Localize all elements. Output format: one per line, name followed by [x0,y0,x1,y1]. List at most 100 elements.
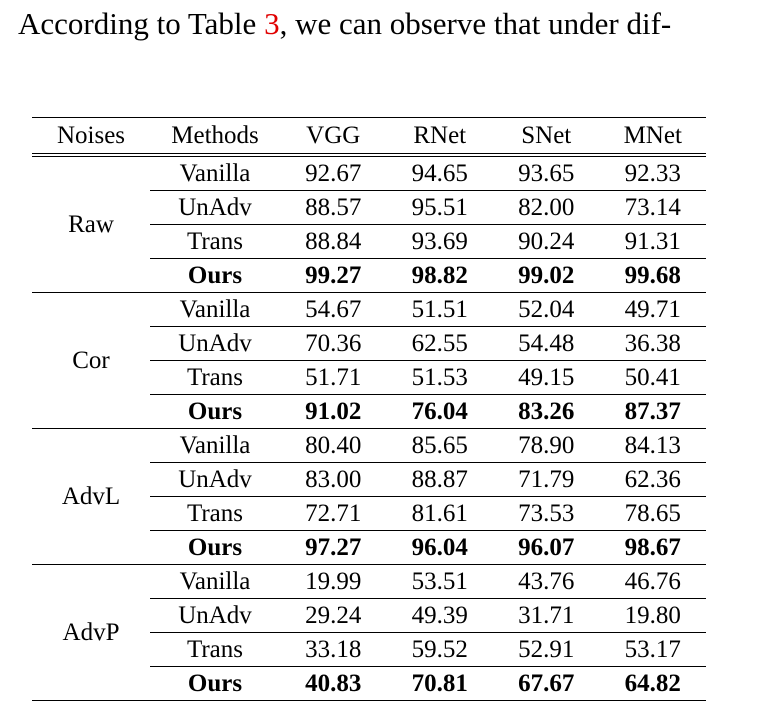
value-cell: 31.71 [493,598,600,633]
value-cell: 54.48 [493,326,600,361]
table-row: UnAdv 83.00 88.87 71.79 62.36 [32,462,706,497]
table-row: Trans 33.18 59.52 52.91 53.17 [32,632,706,667]
intro-sentence: According to Table 3, we can observe tha… [18,4,778,44]
value-cell: 49.39 [386,598,493,633]
table-row: AdvP Vanilla 19.99 53.51 43.76 46.76 [32,564,706,701]
value-cell: 53.51 [386,564,493,599]
method-cell: Vanilla [150,428,280,463]
value-cell: 78.65 [599,496,706,531]
method-cell: UnAdv [150,190,280,225]
group-advp: AdvP Vanilla 19.99 53.51 43.76 46.76 UnA… [32,564,706,701]
value-cell: 51.51 [386,292,493,327]
value-cell: 78.90 [493,428,600,463]
value-cell: 94.65 [386,155,493,191]
value-cell: 43.76 [493,564,600,599]
value-cell: 98.82 [386,258,493,293]
value-cell: 49.71 [599,292,706,327]
intro-text-after: , we can observe that under dif- [279,6,672,41]
value-cell: 19.80 [599,598,706,633]
value-cell: 19.99 [280,564,387,599]
noise-label: AdvL [32,428,150,565]
value-cell: 91.31 [599,224,706,259]
method-cell: Trans [150,496,280,531]
table-row: UnAdv 88.57 95.51 82.00 73.14 [32,190,706,225]
value-cell: 71.79 [493,462,600,497]
value-cell: 33.18 [280,632,387,667]
value-cell: 70.81 [386,666,493,701]
noise-label: AdvP [32,564,150,701]
table-row-ours: Ours 91.02 76.04 83.26 87.37 [32,394,706,429]
value-cell: 64.82 [599,666,706,701]
value-cell: 51.71 [280,360,387,395]
value-cell: 50.41 [599,360,706,395]
value-cell: 40.83 [280,666,387,701]
value-cell: 95.51 [386,190,493,225]
value-cell: 96.04 [386,530,493,565]
group-cor: Cor Vanilla 54.67 51.51 52.04 49.71 UnAd… [32,292,706,429]
value-cell: 83.26 [493,394,600,429]
method-cell: Ours [150,666,280,701]
value-cell: 53.17 [599,632,706,667]
header-snet: SNet [493,117,600,157]
value-cell: 84.13 [599,428,706,463]
value-cell: 36.38 [599,326,706,361]
table-row: Cor Vanilla 54.67 51.51 52.04 49.71 [32,292,706,429]
value-cell: 91.02 [280,394,387,429]
value-cell: 99.68 [599,258,706,293]
value-cell: 88.84 [280,224,387,259]
value-cell: 92.67 [280,155,387,191]
method-cell: Vanilla [150,292,280,327]
value-cell: 90.24 [493,224,600,259]
value-cell: 52.91 [493,632,600,667]
value-cell: 98.67 [599,530,706,565]
table-row: Trans 72.71 81.61 73.53 78.65 [32,496,706,531]
method-cell: Vanilla [150,155,280,191]
header-noises: Noises [32,117,150,157]
table-row-ours: Ours 97.27 96.04 96.07 98.67 [32,530,706,565]
value-cell: 97.27 [280,530,387,565]
value-cell: 51.53 [386,360,493,395]
method-cell: UnAdv [150,326,280,361]
value-cell: 70.36 [280,326,387,361]
table-row: UnAdv 29.24 49.39 31.71 19.80 [32,598,706,633]
value-cell: 54.67 [280,292,387,327]
header-mnet: MNet [599,117,706,157]
intro-text-before: According to Table [18,6,265,41]
header-rnet: RNet [386,117,493,157]
value-cell: 81.61 [386,496,493,531]
table-row: AdvL Vanilla 80.40 85.65 78.90 84.13 [32,428,706,565]
header-methods: Methods [150,117,280,157]
table-reference-link[interactable]: 3 [264,6,280,41]
value-cell: 49.15 [493,360,600,395]
method-cell: UnAdv [150,462,280,497]
table-row: Trans 88.84 93.69 90.24 91.31 [32,224,706,259]
value-cell: 80.40 [280,428,387,463]
value-cell: 46.76 [599,564,706,599]
value-cell: 83.00 [280,462,387,497]
value-cell: 93.69 [386,224,493,259]
method-cell: Ours [150,530,280,565]
value-cell: 76.04 [386,394,493,429]
table-header-row: Noises Methods VGG RNet SNet MNet [32,117,706,157]
value-cell: 99.27 [280,258,387,293]
value-cell: 99.02 [493,258,600,293]
value-cell: 96.07 [493,530,600,565]
method-cell: Vanilla [150,564,280,599]
value-cell: 92.33 [599,155,706,191]
value-cell: 82.00 [493,190,600,225]
table-row: Trans 51.71 51.53 49.15 50.41 [32,360,706,395]
group-raw: Raw Vanilla 92.67 94.65 93.65 92.33 UnAd… [32,155,706,293]
results-table: Noises Methods VGG RNet SNet MNet Raw Va… [32,117,706,701]
value-cell: 88.57 [280,190,387,225]
value-cell: 73.53 [493,496,600,531]
noise-label: Raw [32,155,150,293]
table-row: Raw Vanilla 92.67 94.65 93.65 92.33 [32,155,706,293]
method-cell: UnAdv [150,598,280,633]
value-cell: 52.04 [493,292,600,327]
group-advl: AdvL Vanilla 80.40 85.65 78.90 84.13 UnA… [32,428,706,565]
table-row-ours: Ours 99.27 98.82 99.02 99.68 [32,258,706,293]
value-cell: 73.14 [599,190,706,225]
value-cell: 62.55 [386,326,493,361]
value-cell: 29.24 [280,598,387,633]
method-cell: Ours [150,258,280,293]
